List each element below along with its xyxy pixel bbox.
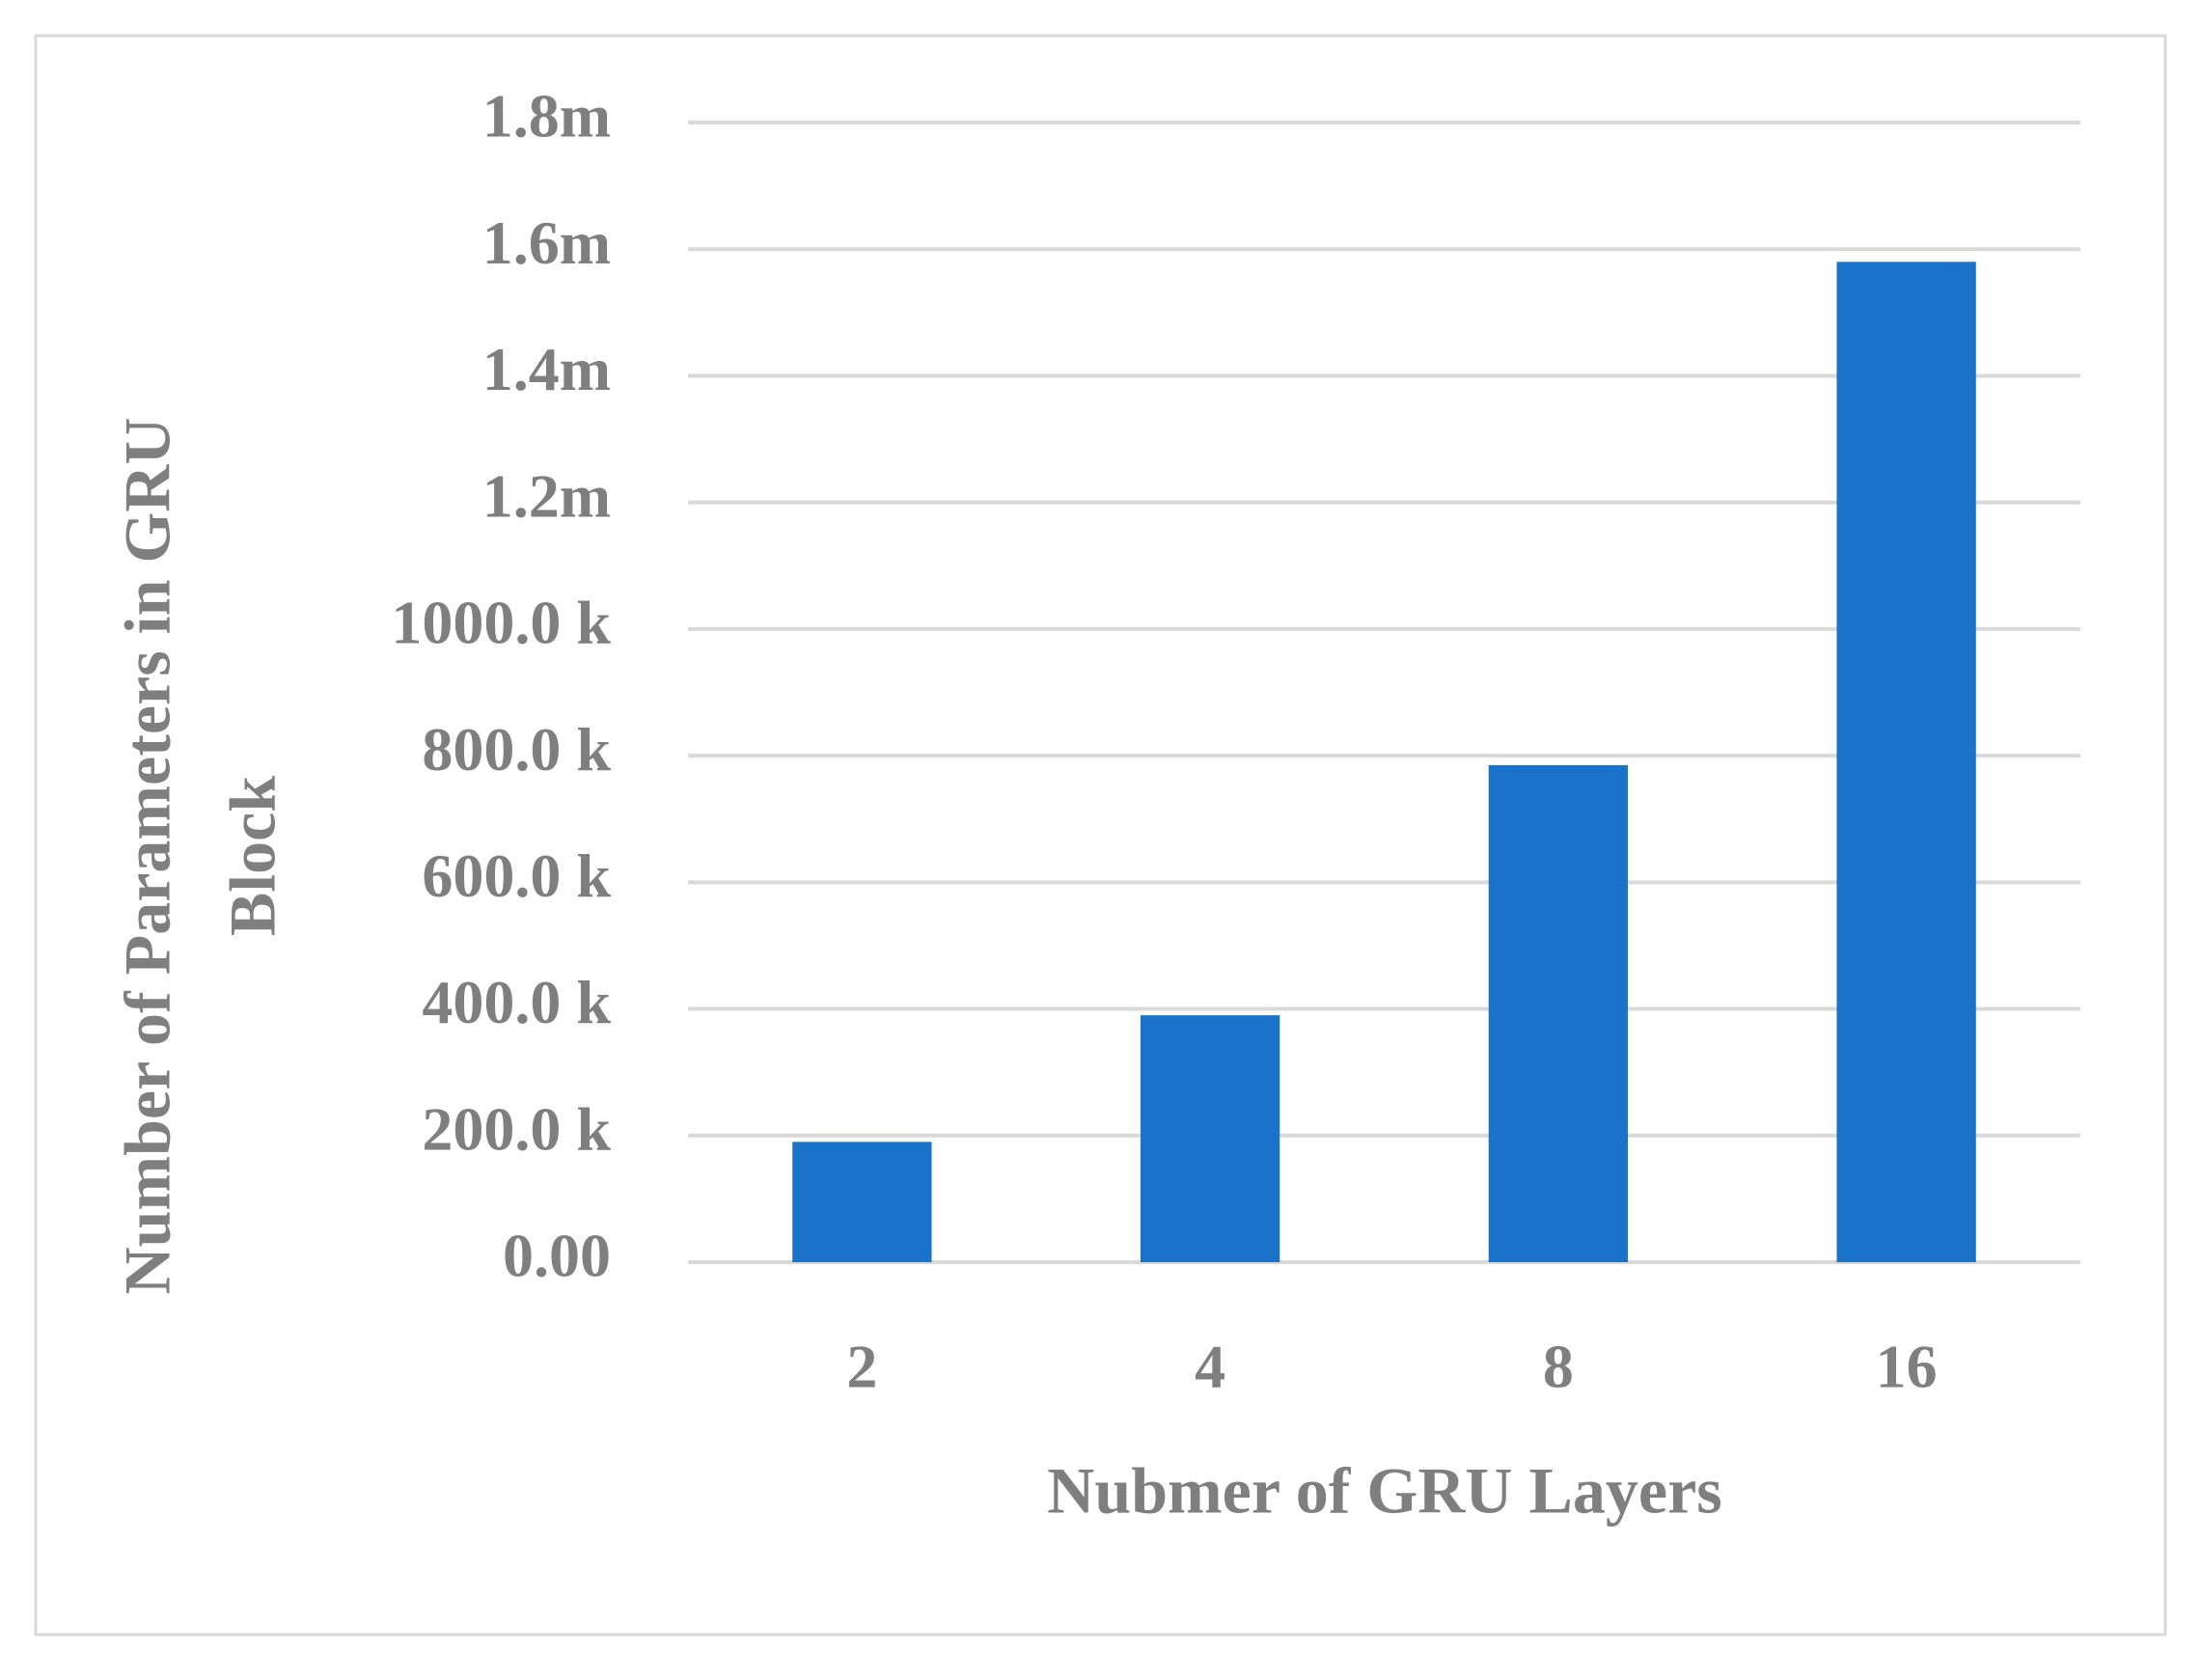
x-axis-title: Nubmer of GRU Layers [1047, 1454, 1721, 1528]
x-tick-label: 4 [1195, 1333, 1225, 1401]
y-tick-label: 1.8m [482, 82, 611, 151]
y-tick-label: 200.0 k [422, 1094, 611, 1163]
y-tick-label: 600.0 k [422, 841, 611, 910]
bar [1836, 262, 1976, 1262]
chart-border [34, 34, 2167, 1637]
y-axis-title: Number of Parameters in GRU [111, 417, 184, 1294]
y-tick-label: 1.6m [482, 208, 611, 277]
y-tick-label: 400.0 k [422, 968, 611, 1036]
y-tick-label: 1.4m [482, 335, 611, 403]
y-tick-label: 1.2m [482, 461, 611, 530]
x-tick-label: 16 [1876, 1333, 1938, 1401]
y-axis-title: Block [216, 776, 289, 936]
bar [1488, 764, 1629, 1262]
y-tick-label: 0.00 [503, 1222, 611, 1290]
y-tick-label: 800.0 k [422, 715, 611, 784]
bar [1140, 1015, 1280, 1262]
x-tick-label: 2 [846, 1333, 877, 1401]
bar [792, 1142, 932, 1262]
y-tick-label: 1000.0 k [391, 589, 611, 657]
x-tick-label: 8 [1543, 1333, 1574, 1401]
